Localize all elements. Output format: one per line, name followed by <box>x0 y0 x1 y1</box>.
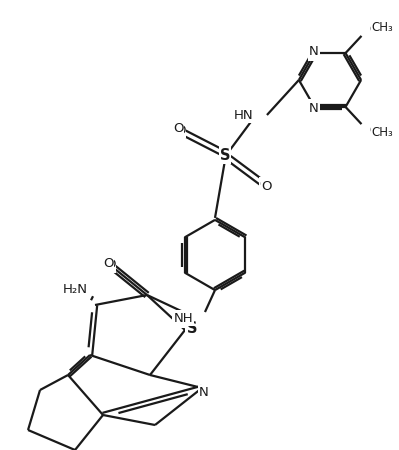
Text: HN: HN <box>233 108 253 122</box>
Text: O: O <box>105 258 115 271</box>
Text: H₂N: H₂N <box>64 284 89 297</box>
Text: CH₃: CH₃ <box>371 22 393 34</box>
Text: CH₃: CH₃ <box>369 22 391 36</box>
Text: S: S <box>187 320 198 336</box>
Text: N: N <box>310 46 319 59</box>
Text: S: S <box>186 320 196 336</box>
Text: CH₃: CH₃ <box>369 124 391 137</box>
Text: CH₃: CH₃ <box>371 126 393 139</box>
Text: NH: NH <box>176 314 195 327</box>
Text: NH: NH <box>174 311 193 324</box>
Text: HN: HN <box>235 108 255 122</box>
Text: O: O <box>262 180 272 194</box>
Text: N: N <box>310 100 319 113</box>
Text: O: O <box>175 123 185 136</box>
Text: N: N <box>199 386 209 399</box>
Text: N: N <box>199 386 209 399</box>
Text: O: O <box>260 179 270 192</box>
Text: O: O <box>173 122 183 135</box>
Text: N: N <box>309 45 318 58</box>
Text: S: S <box>220 148 230 162</box>
Text: S: S <box>220 148 230 162</box>
Text: N: N <box>309 103 318 116</box>
Text: H₂N: H₂N <box>63 284 88 297</box>
Text: O: O <box>103 256 113 270</box>
